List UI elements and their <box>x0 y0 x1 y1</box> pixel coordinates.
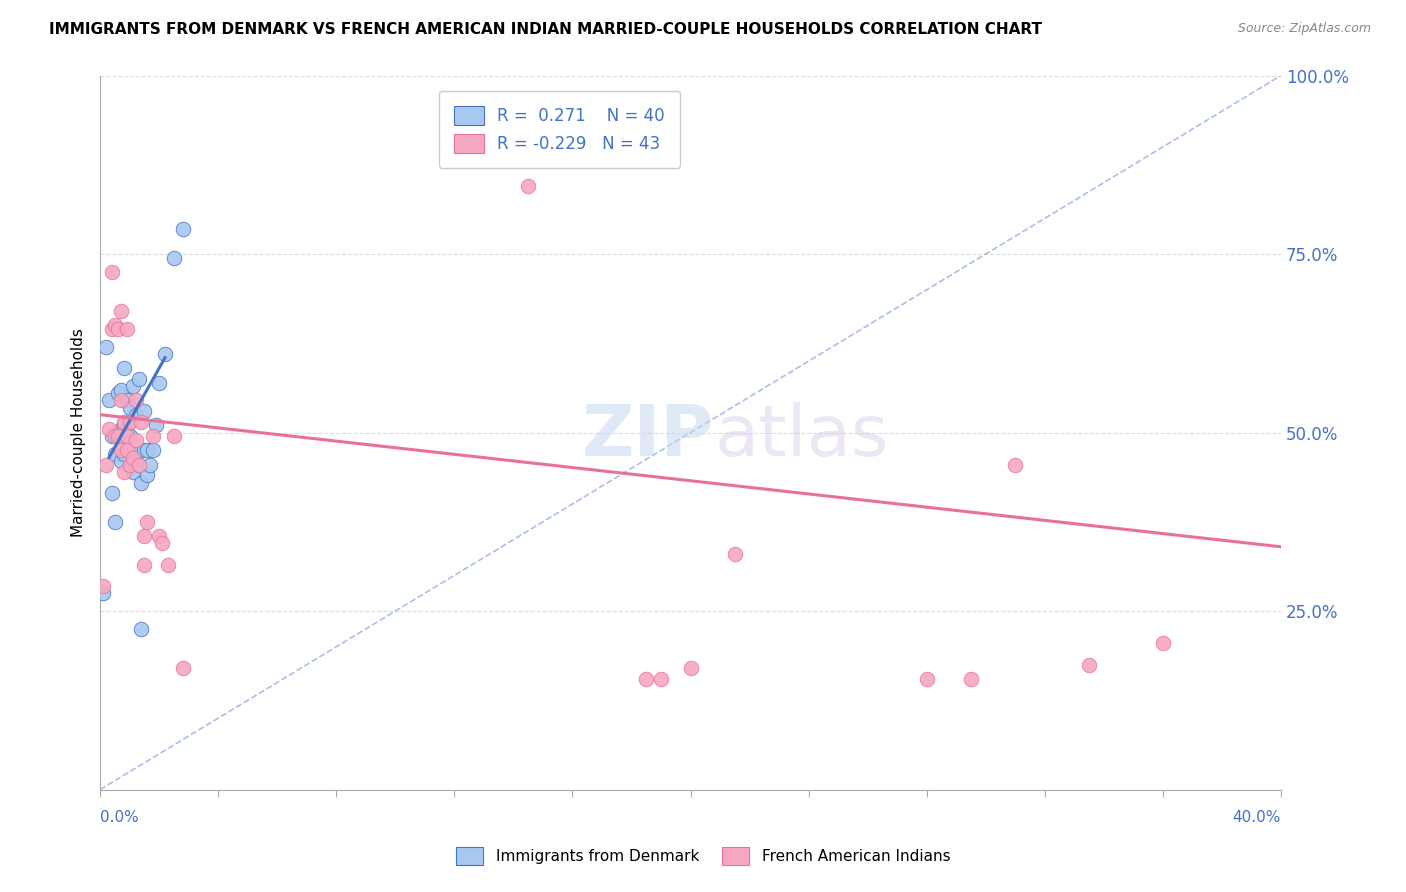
Point <box>91 586 114 600</box>
Text: 40.0%: 40.0% <box>1233 810 1281 825</box>
Point <box>131 415 153 429</box>
Point <box>148 529 170 543</box>
Point <box>112 415 135 429</box>
Point <box>960 672 983 686</box>
Point <box>134 404 156 418</box>
Point <box>128 458 150 472</box>
Point <box>131 622 153 636</box>
Point <box>107 386 129 401</box>
Point <box>118 401 141 415</box>
Point <box>124 447 146 461</box>
Point <box>1152 636 1174 650</box>
Point <box>172 661 194 675</box>
Point <box>112 447 135 461</box>
Text: atlas: atlas <box>714 401 889 471</box>
Point <box>124 393 146 408</box>
Point <box>172 222 194 236</box>
Point <box>115 393 138 408</box>
Point <box>1004 458 1026 472</box>
Point <box>139 458 162 472</box>
Point <box>104 429 127 443</box>
Point <box>134 558 156 572</box>
Point <box>110 422 132 436</box>
Point <box>115 322 138 336</box>
Text: 0.0%: 0.0% <box>100 810 139 825</box>
Point <box>163 429 186 443</box>
Point <box>128 372 150 386</box>
Point <box>107 429 129 443</box>
Point <box>104 447 127 461</box>
Point <box>115 429 138 443</box>
Point <box>104 515 127 529</box>
Point <box>157 558 180 572</box>
Point <box>121 450 143 465</box>
Point <box>101 429 124 443</box>
Point <box>517 179 540 194</box>
Point <box>134 443 156 458</box>
Point <box>124 408 146 422</box>
Point <box>150 536 173 550</box>
Point <box>148 376 170 390</box>
Point <box>724 547 747 561</box>
Point <box>124 433 146 447</box>
Y-axis label: Married-couple Households: Married-couple Households <box>72 328 86 537</box>
Point <box>112 418 135 433</box>
Point <box>650 672 672 686</box>
Legend: R =  0.271    N = 40, R = -0.229   N = 43: R = 0.271 N = 40, R = -0.229 N = 43 <box>439 91 681 168</box>
Legend: Immigrants from Denmark, French American Indians: Immigrants from Denmark, French American… <box>450 841 956 871</box>
Point <box>118 458 141 472</box>
Point <box>110 454 132 468</box>
Point <box>98 393 121 408</box>
Point <box>136 468 159 483</box>
Point <box>110 383 132 397</box>
Point <box>112 361 135 376</box>
Point <box>134 529 156 543</box>
Point <box>153 347 176 361</box>
Point <box>115 443 138 458</box>
Point <box>94 458 117 472</box>
Point <box>131 475 153 490</box>
Point <box>1078 657 1101 672</box>
Point <box>91 579 114 593</box>
Point <box>121 379 143 393</box>
Point <box>118 429 141 443</box>
Text: IMMIGRANTS FROM DENMARK VS FRENCH AMERICAN INDIAN MARRIED-COUPLE HOUSEHOLDS CORR: IMMIGRANTS FROM DENMARK VS FRENCH AMERIC… <box>49 22 1042 37</box>
Point <box>112 465 135 479</box>
Point <box>115 425 138 440</box>
Point <box>110 443 132 458</box>
Point <box>107 429 129 443</box>
Point <box>136 443 159 458</box>
Point <box>142 429 165 443</box>
Point <box>98 422 121 436</box>
Point <box>915 672 938 686</box>
Point <box>101 322 124 336</box>
Point <box>636 672 658 686</box>
Point <box>679 661 702 675</box>
Point <box>104 318 127 333</box>
Point <box>163 251 186 265</box>
Point <box>101 486 124 500</box>
Point <box>110 304 132 318</box>
Point <box>115 443 138 458</box>
Point <box>121 465 143 479</box>
Text: ZIP: ZIP <box>582 401 714 471</box>
Point <box>107 322 129 336</box>
Point <box>101 265 124 279</box>
Point <box>128 458 150 472</box>
Point <box>118 415 141 429</box>
Point <box>136 515 159 529</box>
Text: Source: ZipAtlas.com: Source: ZipAtlas.com <box>1237 22 1371 36</box>
Point <box>118 458 141 472</box>
Point <box>94 340 117 354</box>
Point <box>142 443 165 458</box>
Point <box>110 393 132 408</box>
Point <box>145 418 167 433</box>
